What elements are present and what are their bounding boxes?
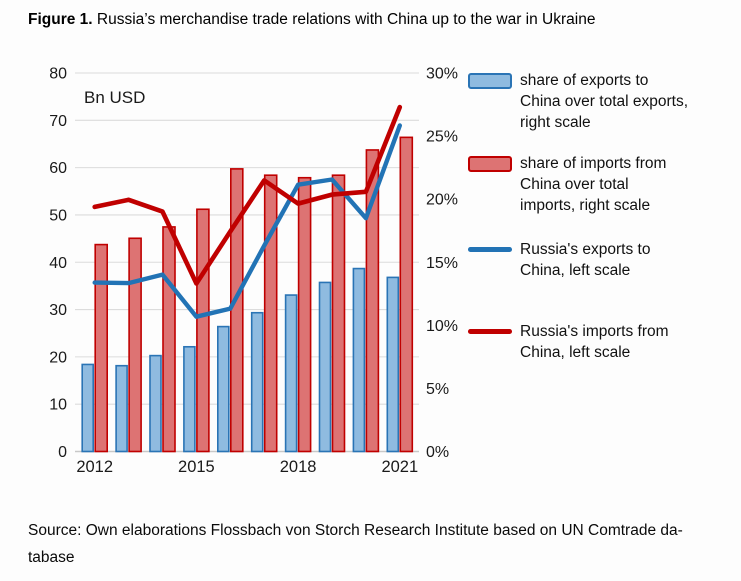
- imports-line-swatch-icon: [468, 329, 512, 334]
- bar-export-share-2013: [115, 364, 128, 453]
- figure-title-text: Russia’s merchandise trade relations wit…: [92, 11, 596, 28]
- exports-line: [92, 123, 402, 319]
- right-axis-tick-25: 25%: [426, 129, 458, 146]
- bar-import-share-2018: [297, 176, 312, 453]
- bar-export-share-2021: [386, 276, 400, 453]
- import-share-bar-swatch-icon: [468, 156, 512, 172]
- left-axis-tick-10: 10: [49, 397, 67, 414]
- legend-label-import-share: share of imports from China over total i…: [520, 155, 667, 214]
- bar-export-share-2012: [81, 363, 94, 453]
- bar-export-share-2019: [318, 281, 332, 453]
- imports-line: [92, 104, 403, 286]
- x-axis-tick-2018: 2018: [280, 458, 317, 476]
- x-axis-tick-2021: 2021: [381, 458, 418, 476]
- left-axis-unit-label: Bn USD: [84, 88, 145, 107]
- figure-number: Figure 1.: [28, 11, 93, 28]
- legend-item-export-share: share of exports to China over total exp…: [468, 70, 740, 133]
- right-axis-tick-0: 0%: [426, 444, 449, 461]
- bar-import-share-2013: [128, 237, 142, 453]
- right-axis-tick-5: 5%: [426, 381, 449, 398]
- bar-export-share-2016: [217, 325, 230, 453]
- bar-import-share-2019: [331, 174, 346, 453]
- legend-item-imports-line: Russia's imports from China, left scale: [468, 321, 740, 363]
- export-share-bar-swatch-icon: [468, 73, 512, 89]
- left-axis-tick-80: 80: [49, 66, 67, 83]
- right-axis-tick-30: 30%: [426, 66, 458, 83]
- left-axis-tick-70: 70: [49, 113, 67, 130]
- right-axis-tick-10: 10%: [426, 318, 458, 335]
- left-axis-tick-40: 40: [49, 255, 67, 272]
- x-axis-tick-2012: 2012: [76, 458, 113, 476]
- exports-line-swatch-icon: [468, 247, 512, 252]
- bar-import-share-2021: [399, 136, 414, 453]
- legend-label-exports-line: Russia's exports to China, left scale: [520, 241, 651, 279]
- legend-item-import-share: share of imports from China over total i…: [468, 153, 740, 216]
- right-axis-tick-15: 15%: [426, 255, 458, 272]
- left-axis-tick-0: 0: [58, 444, 67, 461]
- legend-label-export-share: share of exports to China over total exp…: [520, 72, 689, 131]
- figure-title: Figure 1. Russia’s merchandise trade rel…: [28, 11, 595, 29]
- bar-export-share-2020: [352, 267, 366, 453]
- bar-export-share-2015: [183, 345, 196, 453]
- bar-import-share-2012: [94, 243, 108, 453]
- bar-import-share-2015: [196, 208, 210, 453]
- right-axis-tick-20: 20%: [426, 192, 458, 209]
- bar-export-share-2014: [149, 354, 162, 453]
- legend-label-imports-line: Russia's imports from China, left scale: [520, 323, 669, 361]
- left-axis-tick-50: 50: [49, 207, 67, 224]
- bar-import-share-2017: [263, 174, 278, 453]
- left-axis-tick-30: 30: [49, 302, 67, 319]
- left-axis-tick-20: 20: [49, 349, 67, 366]
- bar-export-share-2017: [250, 311, 264, 453]
- left-axis-tick-60: 60: [49, 160, 67, 177]
- chart-legend: share of exports to China over total exp…: [468, 70, 740, 363]
- legend-item-exports-line: Russia's exports to China, left scale: [468, 239, 740, 281]
- x-axis-tick-2015: 2015: [178, 458, 215, 476]
- bar-export-share-2018: [284, 294, 298, 453]
- source-note: Source: Own elaborations Flossbach von S…: [28, 522, 683, 566]
- bar-import-share-2020: [365, 149, 380, 453]
- bar-import-share-2014: [162, 226, 176, 453]
